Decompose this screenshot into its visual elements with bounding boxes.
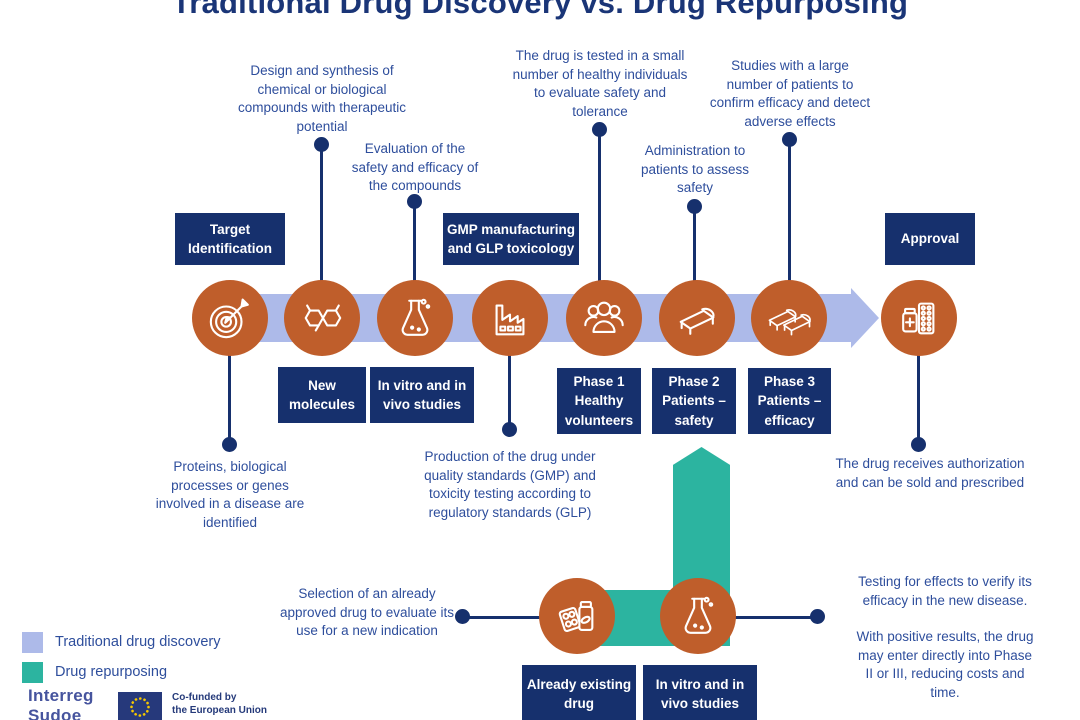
molecule-icon: [304, 304, 342, 332]
stage-box-new-molecules: New molecules: [278, 367, 366, 423]
stage-box-approval: Approval: [885, 213, 975, 265]
legend-label-repurposing: Drug repurposing: [55, 664, 168, 680]
evaluation-note: Evaluation of the safety and efficacy of…: [351, 141, 479, 194]
phase1-pin-dot: [592, 122, 607, 137]
stage-box-phase3: Phase 3 Patients – efficacy: [748, 368, 831, 434]
evaluation-pin-dot: [407, 194, 422, 209]
evaluation-pin-line: [413, 202, 416, 318]
stage-box-invitro-bottom: In vitro and in vivo studies: [643, 665, 757, 720]
phase3-pin-dot: [782, 132, 797, 147]
selection-note: Selection of an already approved drug to…: [279, 586, 455, 639]
cofunded-text: Co-funded by the European Union: [172, 691, 267, 717]
stage-box-phase2: Phase 2 Patients – safety: [652, 368, 736, 434]
legend-swatch-traditional: [22, 632, 43, 653]
stage-icon-target: [192, 280, 268, 356]
approval-stem-line: [917, 318, 920, 445]
stage-icon-factory: [472, 280, 548, 356]
target-stem-dot: [222, 437, 237, 452]
interreg-logo-line1: Interreg: [28, 686, 94, 705]
phase2-note: Administration to patients to assess saf…: [640, 143, 750, 196]
testing-note: Testing for effects to verify its effica…: [858, 574, 1032, 608]
stage-box-gmp: GMP manufacturing and GLP toxicology: [443, 213, 579, 265]
design-pin-dot: [314, 137, 329, 152]
design-note: Design and synthesis of chemical or biol…: [237, 63, 407, 134]
stage-icon-flask: [377, 280, 453, 356]
stage-icon-bed: [659, 280, 735, 356]
gmp-note: Production of the drug under quality sta…: [424, 449, 596, 520]
phase3-pin-line: [788, 140, 791, 318]
stage-icon-pills: [539, 578, 615, 654]
factory-icon: [495, 304, 525, 336]
phase2-pin-dot: [687, 199, 702, 214]
phase2-pin-line: [693, 207, 696, 318]
legend-label-traditional: Traditional drug discovery: [55, 634, 221, 650]
bed-icon: [679, 307, 715, 335]
legend-swatch-repurposing: [22, 662, 43, 683]
target-note: Proteins, biological processes or genes …: [155, 459, 305, 530]
stage-box-phase1: Phase 1 Healthy volunteers: [557, 368, 641, 434]
phase1-note: The drug is tested in a small number of …: [512, 48, 688, 119]
pills-icon: [558, 601, 594, 632]
cofunded-line2: the European Union: [172, 705, 267, 716]
phase1-pin-line: [598, 130, 601, 318]
stage-icon-molecule: [284, 280, 360, 356]
stage-icon-people: [566, 280, 642, 356]
stage-box-invitro-top: In vitro and in vivo studies: [370, 367, 474, 423]
stage-icon-flask-repurposing: [660, 578, 736, 654]
design-pin-line: [320, 145, 323, 318]
medicine-icon: [902, 302, 935, 335]
flask-icon: [684, 596, 714, 634]
approval-note: The drug receives authorization and can …: [835, 456, 1025, 490]
gmp-stem-dot: [502, 422, 517, 437]
double-bed-icon: [768, 309, 811, 336]
people-icon: [584, 301, 624, 333]
approval-stem-dot: [911, 437, 926, 452]
flask-icon: [401, 298, 431, 336]
interreg-logo-line2: Sudoe: [28, 706, 82, 720]
page-title: Traditional Drug Discovery vs. Drug Repu…: [171, 0, 909, 20]
phase3-note: Studies with a large number of patients …: [709, 58, 871, 129]
target-stem-line: [228, 318, 231, 445]
stage-icon-double-bed: [751, 280, 827, 356]
traditional-timeline-arrowhead: [851, 288, 879, 348]
positive-note: With positive results, the drug may ente…: [856, 629, 1034, 700]
stage-box-target-identification: Target Identification: [175, 213, 285, 265]
target-icon: [209, 298, 249, 339]
gmp-stem-line: [508, 318, 511, 430]
selection-note-dot: [455, 609, 470, 624]
stage-box-already-existing: Already existing drug: [522, 665, 636, 720]
testing-note-dot: [810, 609, 825, 624]
eu-flag-icon: [118, 692, 162, 720]
cofunded-line1: Co-funded by: [172, 692, 237, 703]
stage-icon-medicine: [881, 280, 957, 356]
